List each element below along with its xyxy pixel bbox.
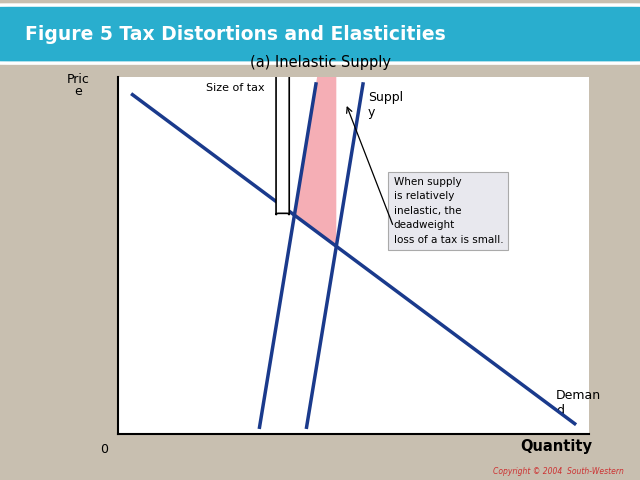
Text: 0: 0 (100, 444, 108, 456)
Text: Quantity: Quantity (520, 439, 592, 454)
Text: (a) Inelastic Supply: (a) Inelastic Supply (250, 55, 390, 70)
Text: Figure 5 Tax Distortions and Elasticities: Figure 5 Tax Distortions and Elasticitie… (25, 24, 446, 44)
Text: Deman
d: Deman d (556, 388, 601, 417)
Text: Suppl
y: Suppl y (368, 91, 403, 119)
FancyBboxPatch shape (0, 5, 640, 63)
Text: Copyright © 2004  South-Western: Copyright © 2004 South-Western (493, 467, 624, 476)
Polygon shape (294, 0, 336, 246)
Text: Pric
e: Pric e (67, 73, 90, 98)
Text: When supply
is relatively
inelastic, the
deadweight
loss of a tax is small.: When supply is relatively inelastic, the… (394, 177, 503, 244)
Text: Size of tax: Size of tax (205, 83, 264, 93)
FancyBboxPatch shape (276, 0, 289, 215)
